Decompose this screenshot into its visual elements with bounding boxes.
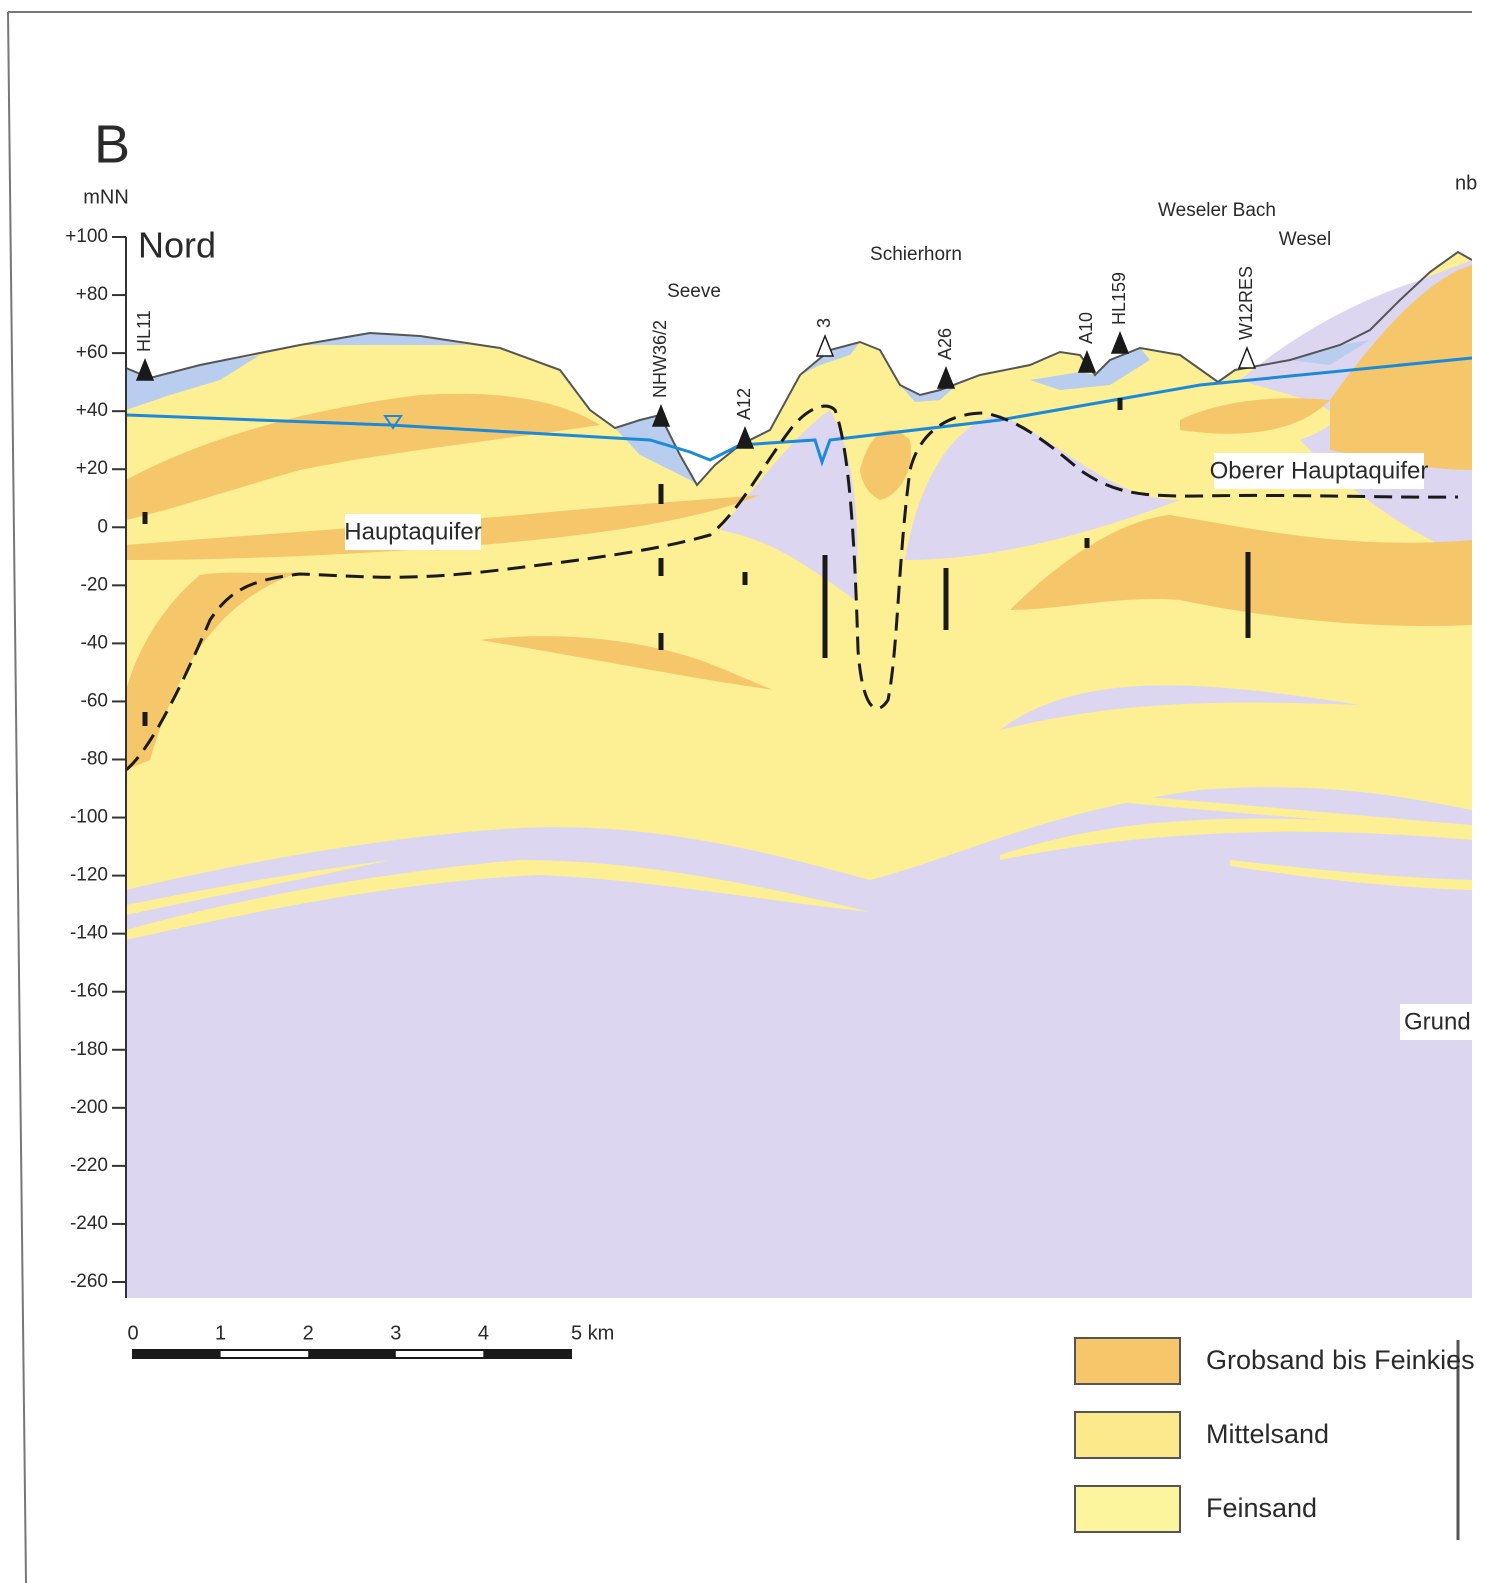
y-tick-label: -260 (70, 1271, 108, 1292)
scale-segment (308, 1350, 396, 1358)
unit-label: Hauptaquifer (344, 518, 481, 545)
y-tick-label: -40 (81, 632, 108, 653)
y-tick-label: -200 (70, 1097, 108, 1118)
scale-label: 5 km (571, 1322, 614, 1344)
axis-unit: mNN (83, 186, 129, 208)
y-tick-label: +80 (76, 284, 108, 305)
well-marker (1112, 333, 1128, 353)
legend-swatch (1075, 1412, 1180, 1458)
scale-segment (133, 1350, 221, 1358)
y-tick-label: +100 (65, 226, 108, 247)
place-label: Wesel (1279, 229, 1331, 250)
legend-swatch (1075, 1486, 1180, 1532)
scale-label: 1 (215, 1322, 226, 1344)
well-label: A10 (1076, 312, 1096, 344)
y-tick-label: -160 (70, 981, 108, 1002)
legend-label: Mittelsand (1206, 1419, 1329, 1449)
y-tick-label: -240 (70, 1213, 108, 1234)
legend-label: Grobsand bis Feinkies (1206, 1345, 1475, 1375)
scale-segment (483, 1350, 571, 1358)
well-label: 3 (814, 318, 834, 328)
legend: Grobsand bis Feinkies Mittelsand Feinsand (1075, 1338, 1475, 1532)
y-tick-label: -180 (70, 1039, 108, 1060)
y-tick-label: 0 (97, 516, 108, 537)
well-label: HL159 (1109, 272, 1129, 325)
unit-label: Oberer Hauptaquifer (1210, 457, 1429, 484)
well-label: A12 (734, 388, 754, 420)
diagram: B mNN Nord Hauptaquifer Oberer Hauptaqui… (0, 0, 1486, 1583)
legend-label: Feinsand (1206, 1493, 1317, 1523)
place-label: Seeve (667, 281, 721, 302)
page: {"title": "B", "axis": {"unit": "mNN", "… (0, 0, 1486, 1583)
well-marker (737, 428, 753, 448)
scale-label: 4 (478, 1322, 489, 1344)
place-label: Schierhorn (870, 244, 962, 265)
place-label: Weseler Bach (1158, 200, 1276, 221)
well-marker (137, 360, 153, 380)
direction-label: Nord (138, 225, 216, 266)
y-tick-label: -60 (81, 690, 108, 711)
well-label: A26 (935, 328, 955, 360)
frame (8, 12, 26, 1583)
panel-letter: B (94, 114, 130, 174)
well-marker (1239, 348, 1255, 368)
y-tick-label: -20 (81, 574, 108, 595)
y-tick-label: -100 (70, 807, 108, 828)
cross-section (126, 252, 1472, 1298)
scale-label: 0 (127, 1322, 138, 1344)
scale-bar-segments: 0 1 2 3 4 5 km (127, 1322, 614, 1358)
legend-swatch (1075, 1338, 1180, 1384)
y-tick-label: +20 (76, 458, 108, 479)
well-label: W12RES (1236, 266, 1256, 340)
well-label: NHW36/2 (650, 320, 670, 398)
well-marker (817, 336, 833, 356)
y-tick-label: -140 (70, 923, 108, 944)
well-marker (938, 368, 954, 388)
y-tick-label: -220 (70, 1155, 108, 1176)
well-label: HL11 (134, 310, 154, 352)
y-tick-label: +60 (76, 342, 108, 363)
unit-label: nb (1455, 172, 1477, 194)
y-tick-label: -120 (70, 865, 108, 886)
y-tick-label: -80 (81, 749, 108, 770)
y-tick-label: +40 (76, 400, 108, 421)
scale-label: 3 (390, 1322, 401, 1344)
scale-label: 2 (303, 1322, 314, 1344)
unit-label: Grund (1404, 1008, 1471, 1035)
silt-unit (126, 787, 1472, 1298)
